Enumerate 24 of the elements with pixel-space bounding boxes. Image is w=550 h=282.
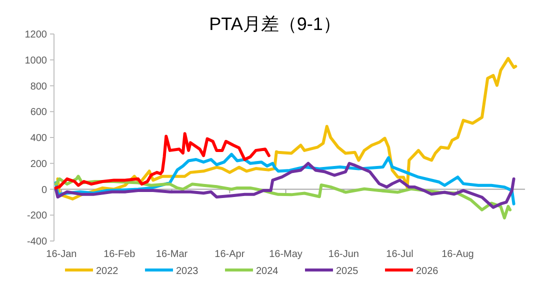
- x-tick-label: 16-Jan: [46, 249, 77, 260]
- legend-label: 2023: [176, 266, 199, 277]
- legend-label: 2025: [336, 266, 359, 277]
- x-tick-label: 16-May: [269, 249, 302, 260]
- x-tick-label: 16-Apr: [214, 249, 246, 260]
- y-tick-label: -400: [26, 236, 48, 248]
- x-tick-label: 16-Aug: [442, 249, 474, 260]
- y-tick-label: 600: [30, 107, 48, 118]
- x-tick-label: 16-Jun: [328, 249, 359, 260]
- chart-title: PTA月差（9-1）: [209, 14, 341, 34]
- x-tick-label: 16-Mar: [156, 249, 188, 260]
- y-tick-label: 0: [41, 184, 48, 196]
- y-tick-label: 800: [30, 81, 48, 92]
- x-tick-label: 16-Jul: [386, 249, 414, 260]
- y-tick-label: 1200: [24, 30, 48, 40]
- legend-label: 2022: [96, 266, 119, 277]
- legend-label: 2024: [256, 266, 279, 277]
- y-tick-label: -200: [26, 210, 48, 222]
- line-series: [54, 132, 270, 190]
- x-tick-label: 16-Feb: [104, 249, 136, 260]
- y-tick-label: 200: [30, 158, 48, 170]
- y-tick-label: 1000: [24, 55, 48, 66]
- legend-label: 2026: [416, 266, 439, 277]
- y-tick-label: 400: [30, 133, 48, 144]
